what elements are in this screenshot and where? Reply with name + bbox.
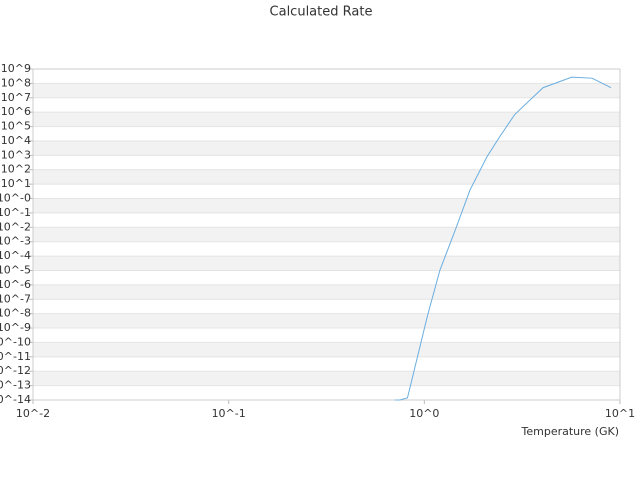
x-tick-label: 10^-1 (212, 407, 246, 420)
x-axis-label: Temperature (GK) (521, 425, 620, 438)
x-tick-label: 10^1 (605, 407, 635, 420)
y-tick-label: 10^3 (1, 148, 31, 161)
y-tick-label: 10^-6 (0, 278, 31, 291)
grid-band (33, 284, 620, 300)
y-tick-label: 10^-9 (0, 321, 31, 334)
y-tick-label: 10^-8 (0, 307, 31, 320)
y-tick-label: 10^4 (1, 134, 31, 147)
y-tick-label: 10^7 (1, 91, 31, 104)
grid-band (33, 256, 620, 271)
y-tick-label: 10^-13 (0, 379, 31, 392)
y-tick-label: 10^5 (1, 120, 31, 133)
y-tick-label: 10^-14 (0, 393, 31, 406)
chart-title: Calculated Rate (270, 5, 373, 20)
y-tick-label: 10^-0 (0, 192, 31, 205)
grid-band (33, 342, 620, 357)
grid-band (33, 140, 620, 156)
grid-band (33, 313, 620, 329)
y-tick-label: 10^-2 (0, 220, 31, 233)
grid-band (33, 227, 620, 242)
grid-band (33, 371, 620, 386)
y-tick-label: 10^-3 (0, 235, 31, 248)
y-tick-label: 10^-4 (0, 249, 31, 262)
series-line (395, 76, 612, 401)
grid-band (33, 169, 620, 185)
grid-band (33, 198, 620, 213)
y-tick-label: 10^-1 (0, 206, 31, 219)
y-tick-label: 10^2 (1, 163, 31, 176)
y-tick-label: 10^6 (1, 105, 31, 118)
y-tick-label: 10^-11 (0, 350, 31, 363)
y-tick-label: 10^-12 (0, 364, 31, 377)
plot-frame (32, 68, 621, 401)
y-tick-label: 10^-10 (0, 335, 31, 348)
x-tick-label: 10^-2 (16, 407, 50, 420)
grid-band (33, 83, 620, 98)
y-tick-label: 10^8 (1, 76, 31, 89)
y-tick-label: 10^9 (1, 62, 31, 75)
x-tick-label: 10^0 (409, 407, 439, 420)
y-tick-label: 10^-5 (0, 263, 31, 276)
grid-band (33, 112, 620, 127)
y-tick-label: 10^1 (1, 177, 31, 190)
y-tick-label: 10^-7 (0, 292, 31, 305)
